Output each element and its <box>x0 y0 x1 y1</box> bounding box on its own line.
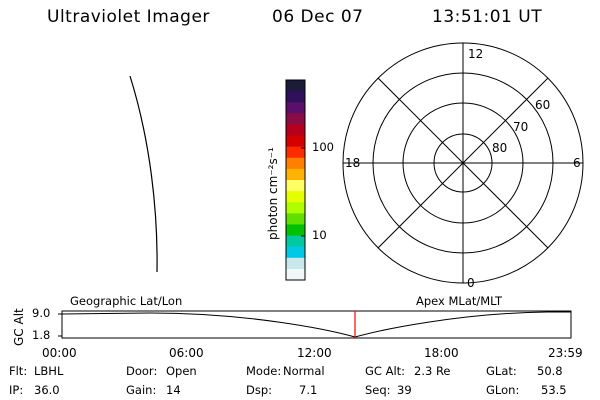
timeline-xtick-1: 06:00 <box>169 346 204 360</box>
status-flt-key: Flt: <box>9 364 28 378</box>
colorbar-segment <box>286 235 305 248</box>
polar-label-left: 18 <box>345 156 361 170</box>
polar-label-right: 6 <box>573 156 581 170</box>
apex-label: Apex MLat/MLT <box>416 294 503 308</box>
colorbar-segment <box>286 168 305 181</box>
status-ip-value: 36.0 <box>34 383 60 397</box>
colorbar-segment <box>286 113 305 126</box>
colorbar <box>286 80 305 281</box>
timeline-xtick-0: 00:00 <box>42 346 77 360</box>
status-flt-value: LBHL <box>34 364 64 378</box>
colorbar-segment <box>286 80 305 92</box>
status-mode-value: Normal <box>283 364 325 378</box>
colorbar-label-10: 10 <box>312 228 327 242</box>
status-gain-key: Gain: <box>126 383 157 397</box>
geographic-label: Geographic Lat/Lon <box>70 294 183 308</box>
status-seq-key: Seq: <box>365 383 391 397</box>
colorbar-segment <box>286 180 305 192</box>
colorbar-unit-label: photon cm⁻²s⁻¹ <box>266 147 280 240</box>
status-ip-key: IP: <box>9 383 24 397</box>
polar-label-top: 12 <box>468 47 484 61</box>
colorbar-segment <box>286 191 305 203</box>
colorbar-segment <box>286 202 305 214</box>
polar-ring-label-70: 70 <box>513 120 529 134</box>
timeline-ytick-label-low: 1.8 <box>32 328 51 342</box>
colorbar-segment <box>286 157 305 170</box>
status-gcalt-key: GC Alt: <box>365 364 406 378</box>
colorbar-segment <box>286 257 305 270</box>
colorbar-segment <box>286 246 305 259</box>
status-glat-key: GLat: <box>486 364 517 378</box>
timeline-ytick-label-high: 9.0 <box>32 306 51 320</box>
colorbar-label-100: 100 <box>312 140 334 154</box>
timeline-xtick-3: 18:00 <box>424 346 459 360</box>
colorbar-segment <box>286 213 305 226</box>
polar-ring-label-80: 80 <box>492 141 508 155</box>
altitude-trace <box>61 311 571 338</box>
status-door-key: Door: <box>126 364 158 378</box>
timeline-xtick-4: 23:59 <box>548 346 583 360</box>
status-dsp-key: Dsp: <box>246 383 273 397</box>
time-label: 13:51:01 UT <box>432 7 543 27</box>
date-label: 06 Dec 07 <box>272 7 364 27</box>
colorbar-segment <box>286 146 305 159</box>
limb-trace <box>129 75 158 273</box>
colorbar-segment <box>286 135 305 148</box>
instrument-title: Ultraviolet Imager <box>47 7 210 27</box>
status-dsp-value: 7.1 <box>299 383 318 397</box>
polar-grid <box>342 42 584 284</box>
timeline-y-axis-label: GC Alt <box>12 308 26 346</box>
colorbar-segment <box>286 102 305 114</box>
polar-diagonal-b <box>377 77 549 249</box>
status-glon-value: 53.5 <box>541 383 567 397</box>
colorbar-segment <box>286 224 305 237</box>
colorbar-segment <box>286 124 305 137</box>
status-glat-value: 50.8 <box>537 364 563 378</box>
status-door-value: Open <box>166 364 197 378</box>
status-gcalt-value: 2.3 Re <box>414 364 451 378</box>
timeline-xtick-2: 12:00 <box>297 346 332 360</box>
status-gain-value: 14 <box>166 383 181 397</box>
polar-label-bottom: 0 <box>467 276 475 290</box>
polar-ring-label-60: 60 <box>535 98 551 112</box>
colorbar-frame <box>285 79 306 281</box>
colorbar-segment <box>286 91 305 103</box>
status-mode-key: Mode: <box>246 364 282 378</box>
status-seq-value: 39 <box>397 383 412 397</box>
colorbar-segment <box>286 268 305 281</box>
status-glon-key: GLon: <box>486 383 520 397</box>
timeline-frame <box>61 310 572 339</box>
